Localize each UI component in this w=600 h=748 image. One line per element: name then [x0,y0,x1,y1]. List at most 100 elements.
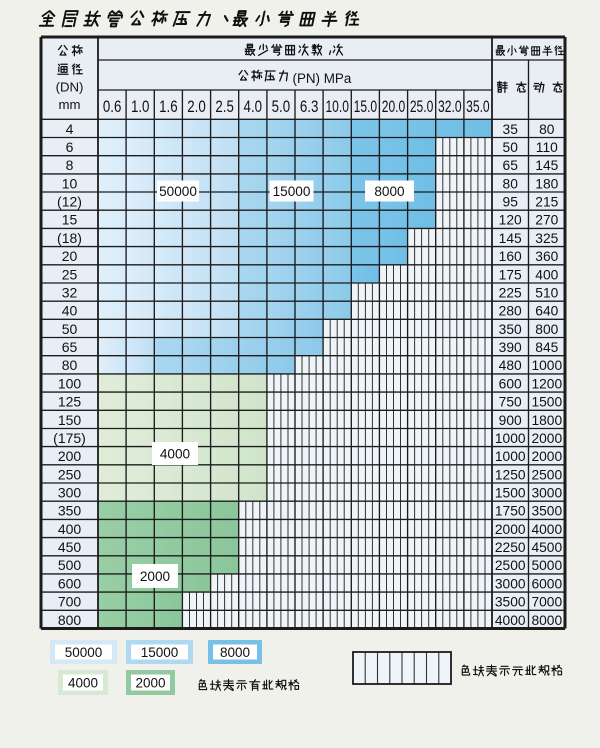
svg-text:400: 400 [58,521,82,537]
svg-text:845: 845 [535,340,558,355]
svg-text:510: 510 [535,286,558,301]
svg-text:(PN) MPa: (PN) MPa [293,71,352,86]
svg-text:325: 325 [535,231,558,246]
svg-text:800: 800 [535,322,558,337]
svg-text:3000: 3000 [495,576,526,591]
svg-text:280: 280 [499,304,522,319]
svg-text:4.0: 4.0 [244,97,263,116]
svg-text:4000: 4000 [68,675,98,690]
svg-text:20: 20 [62,248,78,264]
svg-text:250: 250 [58,466,82,482]
svg-text:1500: 1500 [495,486,526,501]
svg-text:50000: 50000 [159,184,197,199]
svg-text:400: 400 [535,267,558,282]
svg-text:350: 350 [58,503,82,519]
svg-text:35.0: 35.0 [466,97,490,116]
svg-text:800: 800 [58,612,82,628]
svg-text:8000: 8000 [531,613,562,628]
svg-text:4000: 4000 [531,522,562,537]
svg-text:350: 350 [499,322,522,337]
svg-text:10.0: 10.0 [325,97,349,116]
svg-text:3500: 3500 [531,504,562,519]
svg-text:2000: 2000 [140,569,171,584]
svg-text:180: 180 [535,176,558,191]
svg-text:50000: 50000 [65,645,103,660]
svg-text:7000: 7000 [531,595,562,610]
svg-text:125: 125 [58,394,82,410]
svg-text:1800: 1800 [531,413,562,428]
svg-text:145: 145 [499,231,522,246]
svg-text:5.0: 5.0 [272,97,291,116]
svg-text:390: 390 [499,340,522,355]
svg-text:500: 500 [58,557,82,573]
svg-text:10: 10 [62,175,78,191]
svg-text:700: 700 [58,594,82,610]
svg-text:65: 65 [62,339,78,355]
svg-text:80: 80 [539,122,555,137]
svg-text:640: 640 [535,304,558,319]
svg-text:175: 175 [499,267,522,282]
svg-text:15.0: 15.0 [354,97,378,116]
svg-text:25.0: 25.0 [410,97,434,116]
svg-text:(18): (18) [57,230,82,246]
svg-text:1000: 1000 [495,449,526,464]
svg-text:600: 600 [58,575,82,591]
svg-text:8: 8 [66,157,74,173]
svg-text:95: 95 [503,195,519,210]
svg-text:35: 35 [503,122,519,137]
svg-text:2000: 2000 [531,449,562,464]
svg-text:1250: 1250 [495,467,526,482]
svg-text:150: 150 [58,412,82,428]
svg-text:(12): (12) [57,194,82,210]
svg-text:2.5: 2.5 [215,97,234,116]
svg-text:6: 6 [66,139,74,155]
svg-text:15000: 15000 [141,645,179,660]
svg-text:32: 32 [62,285,78,301]
svg-text:300: 300 [58,485,82,501]
svg-text:(DN): (DN) [56,80,84,95]
svg-text:4000: 4000 [160,446,191,461]
svg-text:3000: 3000 [531,486,562,501]
svg-text:5000: 5000 [531,558,562,573]
svg-text:(175): (175) [53,430,86,446]
svg-text:1500: 1500 [531,395,562,410]
svg-text:2250: 2250 [495,540,526,555]
svg-text:mm: mm [59,97,81,112]
svg-text:15000: 15000 [273,184,311,199]
svg-text:80: 80 [503,176,519,191]
svg-text:110: 110 [536,140,558,155]
svg-text:1000: 1000 [495,431,526,446]
svg-text:215: 215 [535,195,558,210]
svg-text:80: 80 [62,357,78,373]
svg-text:2500: 2500 [495,558,526,573]
svg-text:8000: 8000 [374,184,405,199]
svg-text:270: 270 [535,213,558,228]
svg-text:145: 145 [535,158,558,173]
svg-text:20.0: 20.0 [382,97,406,116]
svg-text:1.0: 1.0 [131,97,150,116]
svg-text:120: 120 [499,213,522,228]
svg-text:40: 40 [62,303,78,319]
svg-text:750: 750 [499,395,522,410]
svg-text:200: 200 [58,448,82,464]
svg-text:1200: 1200 [531,376,562,391]
svg-text:225: 225 [499,286,522,301]
svg-text:3500: 3500 [495,595,526,610]
svg-text:50: 50 [62,321,78,337]
svg-text:2.0: 2.0 [187,97,206,116]
svg-text:450: 450 [58,539,82,555]
svg-text:15: 15 [62,212,78,228]
svg-text:8000: 8000 [220,645,250,660]
svg-text:160: 160 [499,249,522,264]
svg-text:6000: 6000 [531,576,562,591]
svg-text:50: 50 [503,140,519,155]
svg-text:1.6: 1.6 [159,97,178,116]
svg-text:1750: 1750 [495,504,526,519]
svg-text:65: 65 [503,158,519,173]
svg-text:900: 900 [499,413,522,428]
svg-text:25: 25 [62,266,78,282]
svg-text:100: 100 [58,375,82,391]
svg-text:2000: 2000 [531,431,562,446]
svg-text:360: 360 [535,249,558,264]
svg-text:4000: 4000 [495,613,526,628]
